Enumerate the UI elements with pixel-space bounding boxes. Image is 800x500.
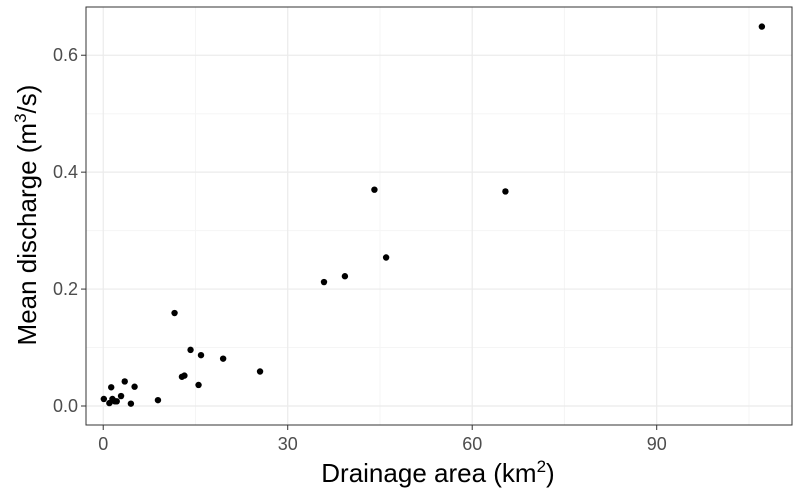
data-point: [121, 378, 128, 385]
data-point: [108, 384, 115, 391]
x-axis-title-superscript: 2: [537, 457, 546, 476]
data-point: [187, 346, 194, 354]
x-tick-label: 30: [278, 434, 298, 454]
y-axis: 0.0 0.2 0.4 0.6: [53, 45, 86, 416]
y-tick-label: 0.0: [53, 396, 78, 416]
y-axis-title-superscript: 3: [11, 113, 30, 122]
data-point: [181, 372, 188, 379]
data-point: [195, 381, 202, 389]
data-point: [197, 351, 205, 359]
x-axis: 0 30 60 90: [98, 425, 667, 454]
data-point: [117, 392, 125, 400]
data-point: [320, 278, 328, 286]
x-tick-label: 90: [647, 434, 667, 454]
data-point: [171, 309, 178, 317]
y-axis-title: Mean discharge (m3/s): [11, 85, 42, 346]
data-points: [100, 23, 766, 407]
data-point: [131, 383, 138, 390]
y-axis-title-suffix: /s): [12, 85, 42, 114]
minor-gridlines: [86, 7, 792, 425]
y-tick-label: 0.4: [53, 162, 78, 182]
data-point: [219, 355, 227, 362]
x-axis-title: Drainage area (km2): [321, 457, 554, 488]
data-point: [154, 396, 162, 404]
data-point: [758, 23, 766, 30]
data-point: [113, 398, 120, 405]
data-point: [382, 254, 390, 261]
major-gridlines: [86, 7, 792, 425]
data-point: [256, 368, 264, 375]
y-tick-label: 0.6: [53, 45, 78, 65]
data-point: [127, 400, 135, 407]
data-point: [100, 395, 108, 403]
x-tick-label: 0: [98, 434, 108, 454]
data-point: [341, 273, 349, 280]
x-axis-title-suffix: ): [546, 458, 555, 488]
panel-border: [85, 6, 793, 426]
data-point: [371, 186, 378, 193]
y-tick-label: 0.2: [53, 279, 78, 299]
x-tick-label: 60: [462, 434, 482, 454]
data-point: [502, 188, 509, 195]
